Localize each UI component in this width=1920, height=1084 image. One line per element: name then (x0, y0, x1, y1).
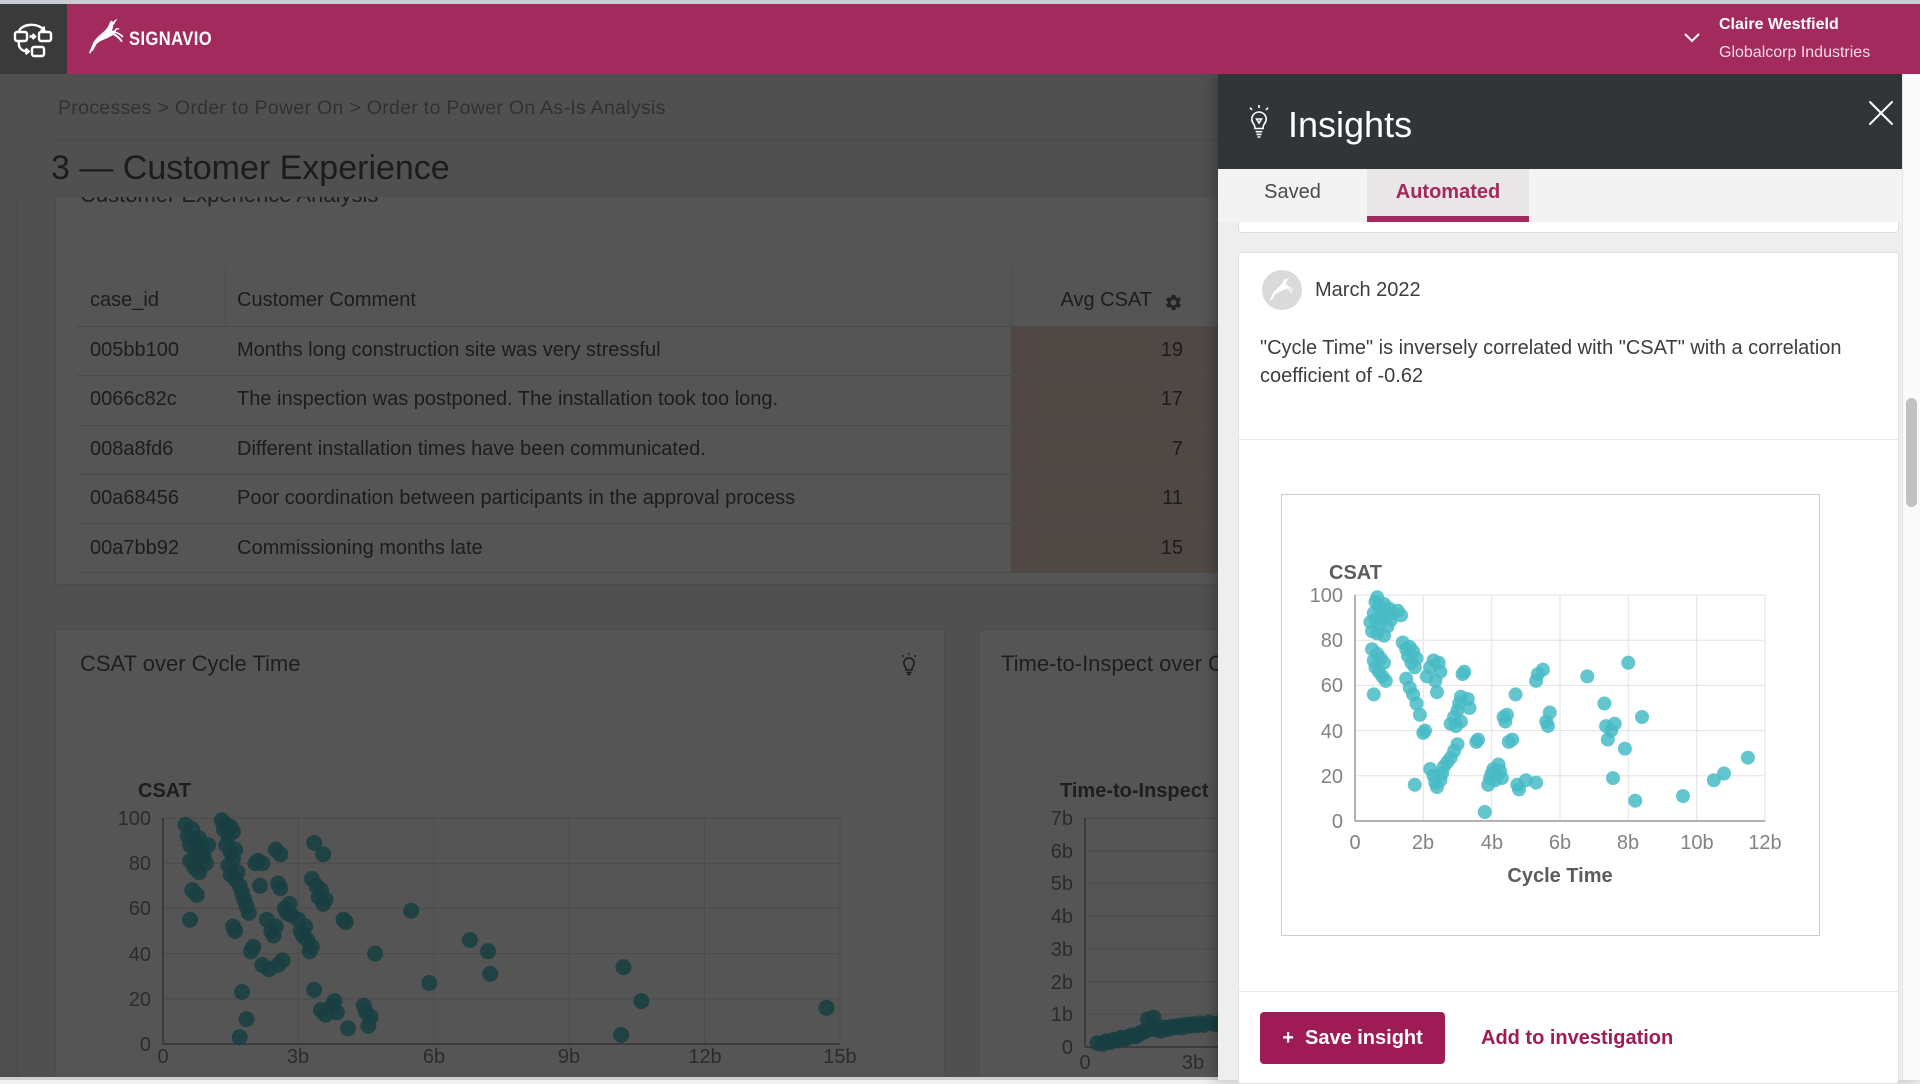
svg-text:4b: 4b (1481, 832, 1503, 854)
svg-text:0: 0 (1349, 832, 1360, 854)
svg-text:60: 60 (1321, 675, 1343, 697)
svg-text:12b: 12b (1748, 832, 1781, 854)
svg-text:40: 40 (1321, 721, 1343, 743)
svg-text:80: 80 (1321, 630, 1343, 652)
svg-text:8b: 8b (1617, 832, 1639, 854)
svg-text:6b: 6b (1549, 832, 1571, 854)
svg-text:Cycle Time: Cycle Time (1507, 865, 1612, 887)
svg-text:10b: 10b (1680, 832, 1713, 854)
svg-text:100: 100 (1310, 585, 1343, 607)
svg-text:CSAT: CSAT (1329, 562, 1382, 584)
svg-text:20: 20 (1321, 766, 1343, 788)
svg-text:0: 0 (1332, 811, 1343, 833)
svg-text:2b: 2b (1412, 832, 1434, 854)
